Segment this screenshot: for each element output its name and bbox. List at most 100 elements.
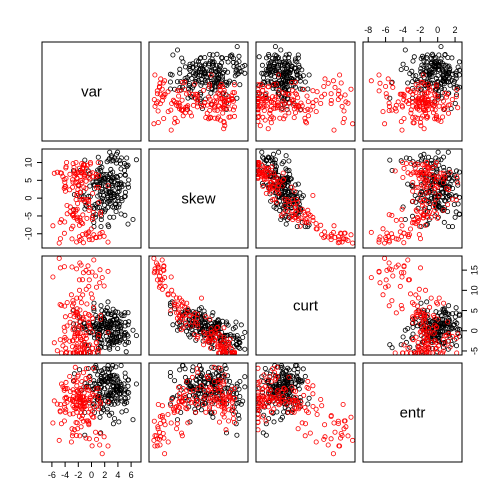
point xyxy=(270,384,276,390)
point xyxy=(283,69,289,75)
point xyxy=(443,329,449,335)
point xyxy=(410,179,416,185)
point xyxy=(116,188,122,194)
point xyxy=(270,197,276,203)
point xyxy=(109,183,115,189)
point xyxy=(385,76,391,82)
point xyxy=(445,70,451,76)
point xyxy=(214,324,220,330)
point xyxy=(383,284,389,290)
point xyxy=(445,209,451,215)
point xyxy=(268,379,274,385)
point xyxy=(275,56,281,62)
point xyxy=(303,120,309,126)
panel-curt-vs-var xyxy=(50,255,139,356)
point xyxy=(407,291,413,297)
point xyxy=(421,58,427,64)
point xyxy=(151,418,157,424)
point xyxy=(181,392,187,398)
point xyxy=(449,311,455,317)
point xyxy=(276,87,282,93)
point xyxy=(81,166,87,172)
point xyxy=(198,383,204,389)
point xyxy=(237,82,243,88)
point xyxy=(223,430,229,436)
point xyxy=(168,420,174,426)
point xyxy=(59,350,65,356)
point xyxy=(110,195,116,201)
point xyxy=(338,430,344,436)
point xyxy=(276,402,282,408)
point xyxy=(68,226,74,232)
point xyxy=(376,72,382,78)
point xyxy=(74,170,80,176)
point xyxy=(94,383,100,389)
point xyxy=(272,56,278,62)
point xyxy=(430,175,436,181)
point xyxy=(408,161,414,167)
point xyxy=(122,330,128,336)
point xyxy=(89,217,95,223)
point xyxy=(76,390,82,396)
point xyxy=(408,171,414,177)
point xyxy=(121,313,127,319)
point xyxy=(77,217,83,223)
point xyxy=(332,234,338,240)
point xyxy=(167,79,173,85)
tick-label-skew-4: 10 xyxy=(23,158,33,168)
point xyxy=(105,183,111,189)
point xyxy=(296,62,302,68)
point xyxy=(72,170,78,176)
point xyxy=(432,179,438,185)
point xyxy=(286,110,292,116)
panel-frame-2-2 xyxy=(255,255,356,356)
point xyxy=(95,332,101,338)
point xyxy=(97,183,103,189)
point xyxy=(90,329,96,335)
point xyxy=(310,88,316,94)
point xyxy=(195,386,201,392)
point xyxy=(212,328,218,334)
point xyxy=(77,287,83,293)
point xyxy=(278,417,284,423)
point xyxy=(123,349,129,355)
point xyxy=(284,374,290,380)
point xyxy=(231,82,237,88)
point xyxy=(389,298,395,304)
point xyxy=(445,338,451,344)
point xyxy=(231,90,237,96)
diag-label-curt: curt xyxy=(293,298,319,315)
point xyxy=(445,319,451,325)
point xyxy=(442,52,448,58)
point xyxy=(411,219,417,225)
point xyxy=(440,114,446,120)
point xyxy=(83,202,89,208)
point xyxy=(203,61,209,67)
point xyxy=(94,436,100,442)
point xyxy=(113,335,119,341)
point xyxy=(386,100,392,106)
point xyxy=(234,335,240,341)
point xyxy=(107,172,113,178)
point xyxy=(400,174,406,180)
point xyxy=(420,323,426,329)
point xyxy=(114,151,120,157)
point xyxy=(420,212,426,218)
point xyxy=(331,223,337,229)
point xyxy=(107,319,113,325)
point xyxy=(425,325,431,331)
point xyxy=(212,401,218,407)
point xyxy=(342,418,348,424)
point xyxy=(83,332,89,338)
point xyxy=(86,422,92,428)
point xyxy=(436,295,442,301)
point xyxy=(432,162,438,168)
point xyxy=(212,84,218,90)
point xyxy=(83,435,89,441)
point xyxy=(105,443,111,449)
point xyxy=(115,309,121,315)
point xyxy=(405,86,411,92)
point xyxy=(302,433,308,439)
point xyxy=(452,70,458,76)
point xyxy=(292,58,298,64)
